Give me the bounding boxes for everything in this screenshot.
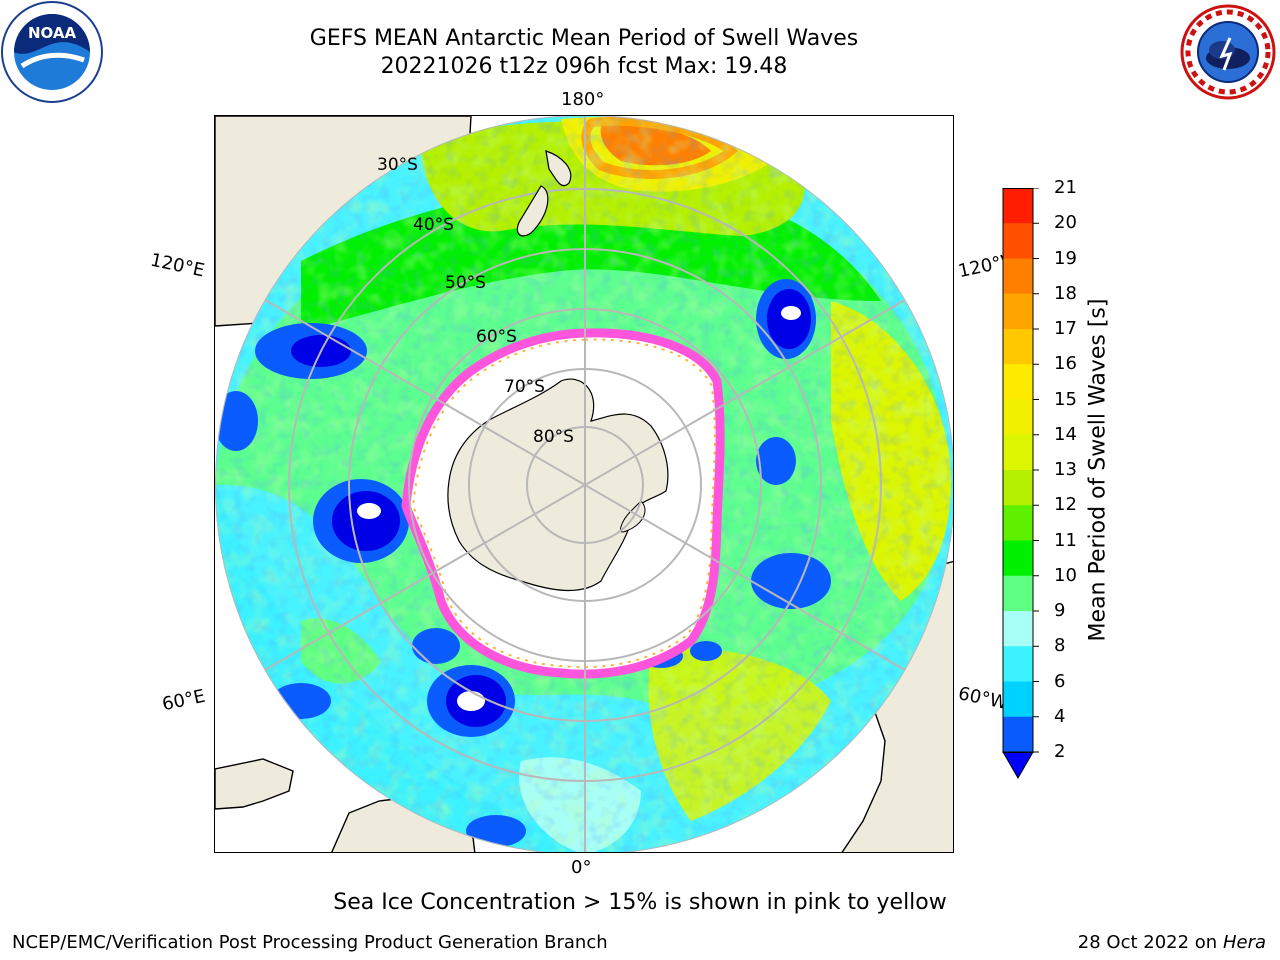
colorbar-tick-label: 15 [1054, 388, 1077, 410]
colorbar-tick-label: 11 [1054, 529, 1077, 551]
latitude-labels: 30°S 40°S 50°S 60°S 70°S 80°S [377, 155, 574, 447]
colorbar-tick-label: 2 [1054, 741, 1066, 762]
colorbar-segment [1003, 364, 1033, 400]
colorbar [1002, 188, 1039, 780]
new-zealand-south [516, 185, 549, 237]
lat-label-30s: 30°S [377, 155, 418, 175]
new-zealand-north [545, 150, 572, 187]
colorbar-segment [1003, 470, 1033, 506]
lon-label-60e: 60°E [160, 685, 207, 716]
colorbar-tick-label: 20 [1054, 212, 1077, 234]
colorbar-tick-label: 14 [1054, 423, 1077, 445]
lon-label-120e: 120°E [148, 249, 207, 282]
forecast-info: 20221026 t12z 096h fcst Max: 19.48 [380, 54, 788, 79]
svg-text:NOAA: NOAA [28, 24, 77, 42]
colorbar-tick-label: 18 [1054, 282, 1077, 304]
coastlines [516, 150, 572, 237]
colorbar-tick-label: 9 [1054, 600, 1066, 621]
sea-ice [401, 328, 725, 679]
colorbar-segment [1003, 540, 1033, 577]
sea-ice-note: Sea Ice Concentration > 15% is shown in … [333, 890, 947, 915]
lon-label-180: 180° [561, 89, 605, 110]
colorbar-tick-label: 4 [1054, 705, 1066, 727]
colorbar-segment [1003, 188, 1033, 224]
colorbar-tick-label: 12 [1054, 494, 1077, 516]
colorbar-tick-label: 17 [1054, 318, 1077, 339]
lat-label-50s: 50°S [445, 273, 486, 293]
colorbar-tick-label: 19 [1054, 247, 1077, 269]
colorbar-segment [1003, 293, 1033, 330]
colorbar-extend-arrow [1002, 751, 1034, 780]
colorbar-tick-label: 6 [1054, 670, 1066, 692]
colorbar-segment [1003, 258, 1033, 295]
lat-label-40s: 40°S [413, 215, 454, 235]
colorbar-segment [1003, 329, 1033, 365]
colorbar-segment [1003, 399, 1033, 436]
colorbar-segment [1003, 223, 1033, 259]
map-title: GEFS MEAN Antarctic Mean Period of Swell… [309, 26, 859, 51]
lat-label-60s: 60°S [476, 327, 517, 347]
lat-label-70s: 70°S [504, 377, 545, 397]
africa-land [215, 758, 294, 810]
colorbar-segment [1003, 505, 1033, 541]
nws-logo [1180, 4, 1276, 100]
colorbar-segment [1003, 611, 1033, 647]
colorbar-segment [1003, 681, 1033, 718]
lat-label-80s: 80°S [533, 427, 574, 447]
polar-map: 30°S 40°S 50°S 60°S 70°S 80°S [215, 116, 953, 852]
colorbar-tick-label: 8 [1054, 635, 1066, 657]
graticule [215, 116, 953, 852]
colorbar-tick-label: 21 [1054, 177, 1077, 198]
colorbar-segment [1003, 575, 1033, 612]
date-text: 28 Oct 2022 on Hera [1077, 932, 1266, 953]
credit-text: NCEP/EMC/Verification Post Processing Pr… [12, 932, 608, 953]
colorbar-segment [1003, 434, 1033, 471]
map-panel: 30°S 40°S 50°S 60°S 70°S 80°S [214, 115, 954, 853]
colorbar-title: Mean Period of Swell Waves [s] [1085, 298, 1111, 642]
colorbar-segment [1003, 646, 1033, 682]
colorbar-tick-label: 13 [1054, 459, 1077, 480]
antarctica-land [447, 378, 669, 591]
colorbar-tick-label: 16 [1054, 353, 1077, 375]
colorbar-segment [1003, 716, 1033, 753]
lon-label-0: 0° [571, 857, 592, 878]
noaa-logo: NOAA [1, 1, 103, 103]
colorbar-tick-label: 10 [1054, 564, 1077, 586]
